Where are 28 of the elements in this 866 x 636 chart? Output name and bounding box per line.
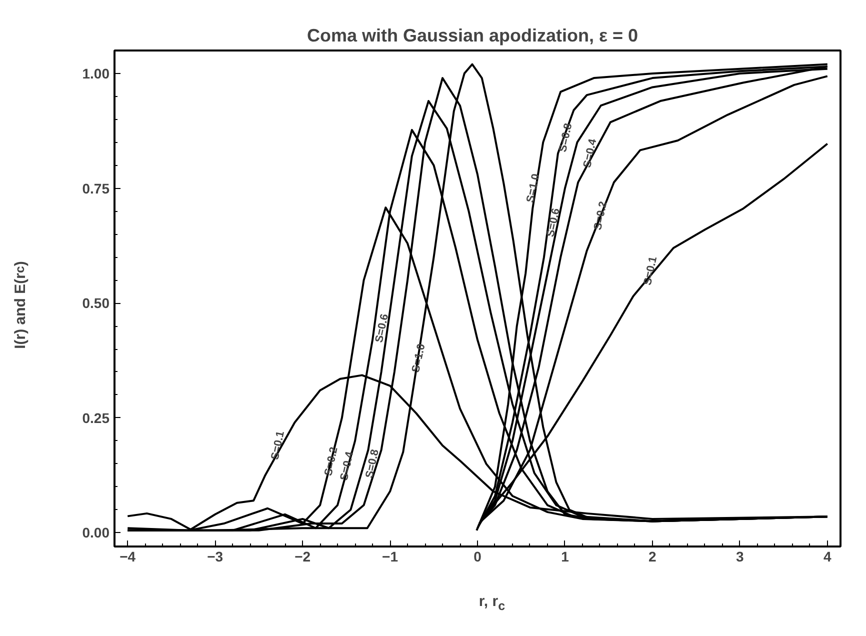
annotation: S=1.0 bbox=[524, 172, 542, 204]
x-tick-label: 3 bbox=[736, 548, 744, 564]
annotation: S=0.8 bbox=[364, 448, 382, 480]
annotation: S=0.1 bbox=[642, 255, 660, 286]
annotation: S=0.4 bbox=[581, 137, 600, 169]
annotation: S=0.1 bbox=[269, 430, 287, 461]
annotation: S=1.0 bbox=[410, 342, 428, 374]
annotation: S=0.6 bbox=[373, 312, 392, 344]
x-tick-label: 0 bbox=[474, 548, 482, 564]
chart-title: Coma with Gaussian apodization, ε = 0 bbox=[306, 26, 638, 46]
x-tick-label: −1 bbox=[382, 548, 398, 564]
annotation: S=0.2 bbox=[592, 200, 610, 232]
y-tick-label: 0.50 bbox=[82, 295, 110, 312]
y-tick-label: 1.00 bbox=[82, 65, 110, 82]
x-axis-title: r, r$_{c}$ bbox=[478, 592, 506, 615]
x-tick-label: −3 bbox=[207, 548, 224, 564]
x-tick-label: −2 bbox=[294, 548, 311, 564]
annotation: S=0.2 bbox=[322, 446, 340, 477]
annotation: S=0.8 bbox=[556, 122, 575, 154]
x-tick-label: −4 bbox=[120, 548, 136, 564]
annotation: S=0.4 bbox=[338, 450, 356, 482]
x-tick-label: 1 bbox=[561, 548, 570, 564]
y-tick-label: 0.75 bbox=[82, 180, 110, 196]
y-tick-label: 0.00 bbox=[82, 524, 110, 541]
x-tick-label: 2 bbox=[648, 548, 657, 564]
y-tick-label: 0.25 bbox=[82, 410, 110, 426]
x-tick-label: 4 bbox=[823, 548, 832, 564]
annotation: S=0.6 bbox=[544, 207, 562, 238]
